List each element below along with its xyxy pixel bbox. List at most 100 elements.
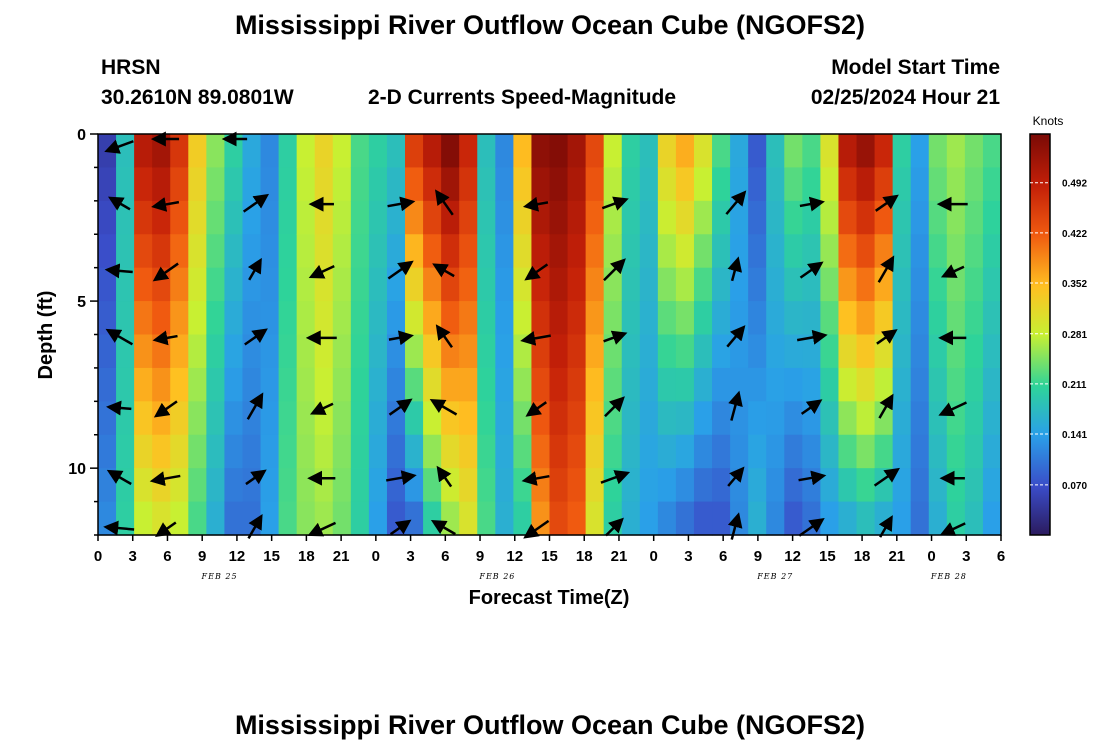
heatmap-cell bbox=[820, 468, 840, 503]
heatmap-cell bbox=[928, 134, 948, 169]
heatmap-cell bbox=[314, 200, 334, 235]
heatmap-cell bbox=[982, 301, 1002, 336]
heatmap-cell bbox=[98, 134, 117, 169]
heatmap-cell bbox=[206, 301, 226, 336]
heatmap-cell bbox=[477, 167, 496, 202]
current-arrow bbox=[600, 470, 631, 485]
heatmap-cell bbox=[675, 501, 695, 536]
heatmap-cell bbox=[513, 301, 533, 336]
heatmap-cell bbox=[621, 367, 641, 402]
heatmap-cell bbox=[188, 468, 207, 503]
heatmap-cell bbox=[350, 234, 370, 269]
heatmap-cell bbox=[405, 501, 424, 536]
heatmap-cell bbox=[278, 134, 298, 169]
station-name: HRSN bbox=[101, 56, 161, 79]
heatmap-cell bbox=[296, 234, 316, 269]
heatmap-cell bbox=[892, 267, 912, 302]
current-arrow bbox=[245, 469, 267, 486]
heatmap-cell bbox=[928, 468, 948, 503]
heatmap-cell bbox=[892, 501, 912, 536]
heatmap-cell bbox=[856, 434, 876, 469]
heatmap-cell bbox=[603, 134, 623, 169]
heatmap-cell bbox=[224, 334, 244, 369]
heatmap-cell bbox=[405, 367, 424, 402]
heatmap-cell bbox=[423, 401, 442, 436]
heatmap-cell bbox=[170, 267, 189, 302]
heatmap-cell bbox=[549, 434, 569, 469]
heatmap-cell bbox=[350, 401, 370, 436]
current-arrow bbox=[725, 190, 747, 215]
heatmap-cell bbox=[748, 267, 767, 302]
heatmap-cell bbox=[675, 367, 695, 402]
heatmap-cell bbox=[639, 134, 659, 169]
heatmap-cell bbox=[134, 200, 153, 235]
heatmap-cell bbox=[188, 134, 207, 169]
heatmap-cell bbox=[982, 334, 1002, 369]
heatmap-cell bbox=[657, 334, 677, 369]
heatmap-cell bbox=[477, 367, 496, 402]
current-arrow bbox=[105, 328, 134, 346]
heatmap-cell bbox=[712, 200, 731, 235]
heatmap-cell bbox=[260, 434, 280, 469]
heatmap-cell bbox=[802, 134, 821, 169]
heatmap-cell bbox=[639, 267, 659, 302]
heatmap-cell bbox=[495, 468, 514, 503]
heatmap-cell bbox=[278, 334, 298, 369]
heatmap-cell bbox=[116, 134, 135, 169]
heatmap-cell bbox=[567, 501, 587, 536]
heatmap-cell bbox=[188, 267, 207, 302]
heatmap-cell bbox=[730, 267, 749, 302]
heatmap-cell bbox=[386, 468, 406, 503]
current-arrow bbox=[940, 264, 965, 278]
heatmap-cell bbox=[748, 434, 767, 469]
heatmap-cell bbox=[170, 234, 189, 269]
heatmap-cell bbox=[964, 267, 984, 302]
heatmap-cell bbox=[621, 434, 641, 469]
heatmap-cell bbox=[260, 468, 280, 503]
heatmap-cell bbox=[332, 468, 352, 503]
x-tick-label: 0 bbox=[94, 548, 102, 565]
heatmap-cell bbox=[982, 267, 1002, 302]
heatmap-cell bbox=[224, 501, 244, 536]
heatmap-cell bbox=[693, 267, 713, 302]
x-tick-label: 9 bbox=[754, 548, 762, 565]
heatmap-cell bbox=[982, 167, 1002, 202]
heatmap-cell bbox=[910, 301, 930, 336]
y-axis: 0 5 10 bbox=[68, 127, 98, 536]
heatmap-cell bbox=[802, 167, 821, 202]
heatmap-cell bbox=[820, 301, 840, 336]
heatmap-cell bbox=[964, 367, 984, 402]
colorbar-tick-label: 0.070 bbox=[1062, 481, 1087, 492]
heatmap-cell bbox=[314, 334, 334, 369]
heatmap-cell bbox=[766, 301, 785, 336]
current-arrow bbox=[799, 261, 824, 279]
heatmap-cell bbox=[657, 501, 677, 536]
x-tick-label: 18 bbox=[576, 548, 593, 565]
heatmap-cell bbox=[856, 501, 876, 536]
heatmap-cell bbox=[585, 501, 605, 536]
x-tick-label: 21 bbox=[611, 548, 628, 565]
heatmap-cell bbox=[405, 434, 424, 469]
heatmap-cell bbox=[639, 468, 659, 503]
current-arrow bbox=[876, 329, 898, 345]
heatmap-cell bbox=[242, 167, 262, 202]
heatmap-cell bbox=[838, 200, 858, 235]
heatmap-cell bbox=[314, 234, 334, 269]
heatmap-cell bbox=[513, 401, 533, 436]
heatmap-cell bbox=[910, 334, 930, 369]
current-arrow bbox=[385, 470, 417, 486]
heatmap-cell bbox=[621, 501, 641, 536]
heatmap-cell bbox=[513, 367, 533, 402]
heatmap-cell bbox=[549, 501, 569, 536]
heatmap-cell bbox=[441, 434, 460, 469]
x-tick-label: 0 bbox=[927, 548, 935, 565]
heatmap-cell bbox=[730, 234, 749, 269]
heatmap-cell bbox=[856, 134, 876, 169]
heatmap-cell bbox=[459, 334, 478, 369]
current-arrow bbox=[525, 401, 547, 417]
heatmap-cell bbox=[368, 267, 388, 302]
heatmap-cell bbox=[657, 301, 677, 336]
heatmap-cell bbox=[134, 301, 153, 336]
heatmap-cell bbox=[982, 468, 1002, 503]
heatmap-cell bbox=[657, 200, 677, 235]
